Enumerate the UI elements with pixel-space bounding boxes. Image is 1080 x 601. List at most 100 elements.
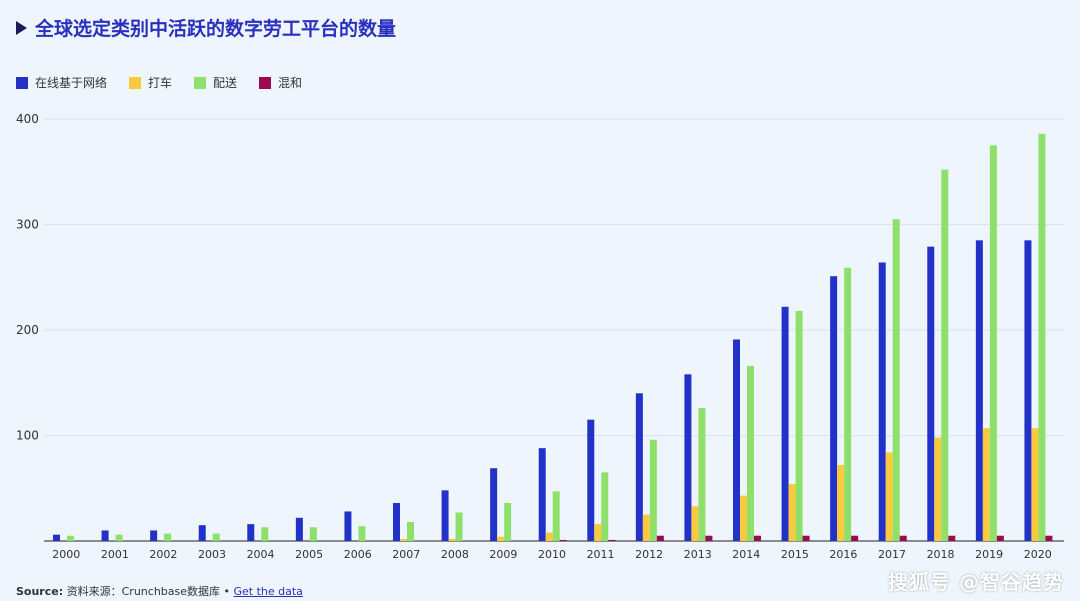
bar-2017-series-0[interactable] [878, 262, 886, 541]
bar-2014-series-0[interactable] [733, 339, 740, 541]
x-tick-label: 2001 [101, 548, 129, 561]
bar-2016-series-0[interactable] [830, 276, 838, 541]
bar-2014-series-3[interactable] [754, 535, 761, 541]
y-tick-label: 200 [16, 323, 39, 337]
bar-2019-series-3[interactable] [996, 535, 1004, 541]
bar-2004-series-0[interactable] [247, 524, 255, 541]
bar-2007-series-2[interactable] [407, 522, 414, 541]
bar-2017-series-1[interactable] [885, 452, 893, 541]
bar-2002-series-0[interactable] [150, 530, 158, 541]
x-tick-label: 2007 [392, 548, 420, 561]
bar-2007-series-1[interactable] [400, 538, 407, 541]
bar-2020-series-3[interactable] [1045, 535, 1053, 541]
bar-2007-series-0[interactable] [393, 503, 400, 541]
bar-2020-series-2[interactable] [1038, 133, 1046, 541]
bar-2005-series-0[interactable] [295, 517, 303, 541]
x-tick-label: 2016 [829, 548, 857, 561]
bar-2010-series-2[interactable] [552, 491, 560, 541]
watermark: 搜狐号 @智谷趋势 [888, 570, 1064, 594]
bar-2002-series-2[interactable] [164, 533, 172, 541]
legend-item-hybrid[interactable]: 混和 [259, 74, 302, 91]
bar-2016-series-3[interactable] [851, 535, 859, 541]
bar-2004-series-2[interactable] [261, 527, 269, 541]
legend-label-delivery: 配送 [213, 76, 238, 90]
legend-label-hybrid: 混和 [278, 76, 303, 90]
bar-2008-series-2[interactable] [455, 512, 463, 541]
bar-2015-series-0[interactable] [781, 306, 789, 541]
bar-2001-series-2[interactable] [115, 534, 123, 541]
bar-2003-series-0[interactable] [198, 525, 206, 541]
x-tick-label: 2008 [441, 548, 469, 561]
bar-2008-series-1[interactable] [448, 538, 456, 541]
x-tick-label: 2006 [344, 548, 372, 561]
bar-2017-series-2[interactable] [892, 219, 900, 541]
chart-title-text: 全球选定类别中活跃的数字劳工平台的数量 [35, 18, 397, 40]
bar-2020-series-0[interactable] [1024, 240, 1032, 541]
bar-2016-series-1[interactable] [837, 465, 845, 541]
source-footer: Source: 资料来源：Crunchbase数据库 • Get the dat… [16, 583, 303, 599]
bar-2016-series-2[interactable] [844, 267, 852, 541]
bar-2018-series-3[interactable] [948, 535, 956, 541]
bar-2015-series-2[interactable] [795, 311, 803, 541]
bar-2015-series-1[interactable] [788, 484, 796, 541]
x-tick-label: 2005 [295, 548, 323, 561]
legend-item-online[interactable]: 在线基于网络 [16, 74, 107, 91]
bar-2005-series-2[interactable] [309, 527, 317, 541]
x-tick-label: 2002 [149, 548, 177, 561]
bar-2006-series-0[interactable] [344, 511, 352, 541]
x-tick-label: 2019 [975, 548, 1003, 561]
get-data-link[interactable]: Get the data [233, 585, 303, 598]
bar-2010-series-1[interactable] [545, 532, 553, 541]
y-tick-label: 400 [16, 112, 39, 126]
legend-item-delivery[interactable]: 配送 [194, 74, 237, 91]
bar-2014-series-1[interactable] [740, 495, 747, 541]
bar-2019-series-1[interactable] [982, 428, 990, 541]
bar-2010-series-0[interactable] [538, 448, 546, 541]
legend-item-taxi[interactable]: 打车 [129, 74, 172, 91]
legend: 在线基于网络 打车 配送 混和 [16, 74, 302, 91]
triangle-icon [16, 20, 27, 35]
bar-2009-series-2[interactable] [504, 503, 512, 541]
bar-2003-series-2[interactable] [212, 533, 220, 541]
bar-2001-series-0[interactable] [101, 530, 109, 541]
bar-2020-series-1[interactable] [1031, 428, 1039, 541]
x-tick-label: 2017 [878, 548, 906, 561]
x-tick-label: 2000 [52, 548, 80, 561]
x-tick-label: 2012 [635, 548, 663, 561]
legend-label-taxi: 打车 [148, 76, 173, 90]
bar-2013-series-2[interactable] [698, 408, 706, 541]
chart-title: 全球选定类别中活跃的数字劳工平台的数量 [16, 14, 396, 41]
bar-2011-series-0[interactable] [587, 419, 595, 541]
bar-2019-series-2[interactable] [989, 145, 997, 541]
source-label: Source: [16, 585, 64, 598]
x-tick-label: 2003 [198, 548, 226, 561]
bar-2011-series-1[interactable] [594, 524, 602, 541]
bar-2012-series-0[interactable] [635, 393, 643, 541]
bar-2009-series-1[interactable] [497, 536, 505, 541]
bar-2013-series-1[interactable] [691, 506, 699, 541]
bar-2009-series-0[interactable] [490, 468, 498, 541]
bar-2017-series-3[interactable] [899, 535, 907, 541]
bar-2011-series-3[interactable] [608, 539, 616, 541]
bar-2018-series-2[interactable] [941, 169, 949, 541]
bar-2014-series-2[interactable] [747, 365, 754, 541]
bar-2013-series-3[interactable] [705, 535, 713, 541]
bar-2013-series-0[interactable] [684, 374, 692, 541]
bar-2018-series-1[interactable] [934, 437, 942, 541]
bar-2018-series-0[interactable] [927, 246, 935, 541]
bar-2012-series-3[interactable] [656, 535, 664, 541]
bar-2000-series-2[interactable] [67, 535, 74, 541]
bar-2006-series-2[interactable] [358, 526, 366, 541]
x-tick-label: 2013 [684, 548, 712, 561]
bar-2008-series-0[interactable] [441, 490, 449, 541]
bar-2010-series-3[interactable] [559, 539, 567, 541]
bar-2012-series-1[interactable] [642, 514, 650, 541]
bar-2019-series-0[interactable] [975, 240, 983, 541]
bar-2000-series-0[interactable] [53, 534, 60, 541]
x-tick-label: 2015 [781, 548, 809, 561]
source-text: 资料来源：Crunchbase数据库 • [63, 585, 234, 598]
x-tick-label: 2018 [927, 548, 955, 561]
bar-2015-series-3[interactable] [802, 535, 810, 541]
bar-2011-series-2[interactable] [601, 472, 609, 541]
bar-2012-series-2[interactable] [649, 439, 657, 541]
